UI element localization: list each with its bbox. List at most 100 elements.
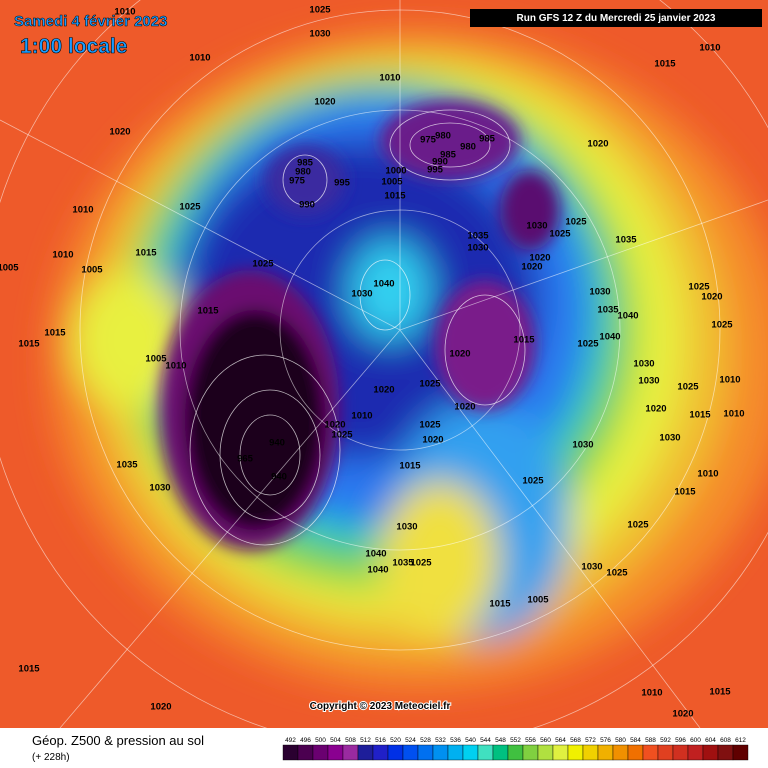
- scale-label: 508: [345, 737, 356, 744]
- scale-swatch: [537, 744, 554, 761]
- scale-label: 544: [480, 737, 491, 744]
- isobar-label: 1025: [331, 430, 353, 441]
- scale-swatch: [522, 744, 539, 761]
- isobar-label: 990: [299, 200, 315, 211]
- isobar-label: 1025: [419, 379, 441, 390]
- scale-swatch: [717, 744, 734, 761]
- isobar-label: 1035: [392, 558, 414, 569]
- isobar-label: 1010: [379, 73, 400, 84]
- scale-swatch: [417, 744, 434, 761]
- isobar-label: 1015: [135, 248, 157, 259]
- forecast-date: Samedi 4 février 2023: [14, 13, 167, 30]
- isobar-label: 980: [295, 167, 311, 178]
- isobar-label: 1010: [699, 43, 720, 54]
- scale-swatch: [402, 744, 419, 761]
- isobar-label: 940: [271, 472, 287, 483]
- isobar-label: 1015: [44, 328, 66, 339]
- scale-label: 500: [315, 737, 326, 744]
- scale-label: 592: [660, 737, 671, 744]
- scale-swatch: [732, 744, 749, 761]
- isobar-label: 1020: [454, 402, 475, 413]
- isobar-label: 1020: [521, 262, 542, 273]
- isobar-label: 1025: [577, 339, 599, 350]
- scale-label: 612: [735, 737, 746, 744]
- scale-swatch: [432, 744, 449, 761]
- isobar-label: 975: [420, 135, 437, 146]
- isobar-label: 1035: [597, 305, 619, 316]
- scale-label: 512: [360, 737, 371, 744]
- isobar-label: 1035: [116, 460, 138, 471]
- scale-label: 504: [330, 737, 341, 744]
- isobar-label: 1010: [72, 205, 93, 216]
- isobar-label: 1020: [449, 349, 470, 360]
- isobar-label: 1025: [688, 282, 710, 293]
- isobar-label: 1005: [527, 595, 549, 606]
- isobar-label: 1020: [150, 702, 171, 713]
- isobar-label: 1005: [81, 265, 103, 276]
- scale-label: 564: [555, 737, 566, 744]
- isobar-label: 1025: [606, 568, 628, 579]
- map-field: [0, 0, 768, 729]
- isobar-label: 1015: [489, 599, 511, 610]
- scale-label: 584: [630, 737, 641, 744]
- isobar-label: 1010: [189, 53, 210, 64]
- isobar-label: 1030: [149, 483, 170, 494]
- scale-swatch: [657, 744, 674, 761]
- isobar-label: 1020: [324, 420, 345, 431]
- isobar-label: 1010: [165, 361, 186, 372]
- isobar-label: 985: [297, 158, 314, 169]
- isobar-label: 1010: [719, 375, 740, 386]
- scale-label: 496: [300, 737, 311, 744]
- isobar-label: 1005: [381, 177, 403, 188]
- isobar-label: 1025: [309, 5, 331, 16]
- isobar-label: 1030: [526, 221, 547, 232]
- scale-label: 520: [390, 737, 401, 744]
- footer-lead: (+ 228h): [32, 752, 70, 763]
- isobar-label: 1015: [654, 59, 676, 70]
- scale-swatch: [282, 744, 299, 761]
- scale-label: 580: [615, 737, 626, 744]
- isobar-label: 1040: [599, 332, 620, 343]
- scale-swatch: [627, 744, 644, 761]
- isobar-label: 1040: [365, 549, 386, 560]
- scale-swatch: [552, 744, 569, 761]
- scale-label: 560: [540, 737, 551, 744]
- footer-title: Géop. Z500 & pression au sol: [32, 733, 204, 748]
- isobar-label: 1040: [367, 565, 388, 576]
- scale-label: 528: [420, 737, 431, 744]
- scale-swatch: [672, 744, 689, 761]
- isobar-label: 975: [289, 176, 306, 187]
- isobar-label: 1015: [399, 461, 421, 472]
- isobar-label: 1010: [723, 409, 744, 420]
- isobar-label: 1025: [410, 558, 432, 569]
- scale-label: 548: [495, 737, 506, 744]
- scale-label: 604: [705, 737, 716, 744]
- isobar-label: 1015: [384, 191, 406, 202]
- run-box: [470, 9, 762, 27]
- forecast-time: 1:00 locale: [20, 35, 127, 58]
- scale-label: 516: [375, 737, 386, 744]
- scale-label: 540: [465, 737, 476, 744]
- scale-swatch: [567, 744, 584, 761]
- isobar-label: 1015: [18, 664, 40, 675]
- isobar-label: 1030: [659, 433, 680, 444]
- isobar-label: 1010: [697, 469, 718, 480]
- scale-swatch: [297, 744, 314, 761]
- isobar-label: 1025: [677, 382, 699, 393]
- isobar-label: 1005: [145, 354, 167, 365]
- isobar-label: 1020: [645, 404, 666, 415]
- isobar-label: 1030: [467, 243, 488, 254]
- isobar-label: 1030: [351, 289, 372, 300]
- scale-swatch: [582, 744, 599, 761]
- scale-label: 608: [720, 737, 731, 744]
- isobar-label: 1025: [627, 520, 649, 531]
- scale-swatch: [312, 744, 329, 761]
- isobar-label: 1015: [709, 687, 731, 698]
- isobar-label: 940: [269, 438, 285, 449]
- isobar-label: 1030: [572, 440, 593, 451]
- isobar-label: 980: [435, 131, 451, 142]
- scale-swatch: [477, 744, 494, 761]
- scale-swatch: [462, 744, 479, 761]
